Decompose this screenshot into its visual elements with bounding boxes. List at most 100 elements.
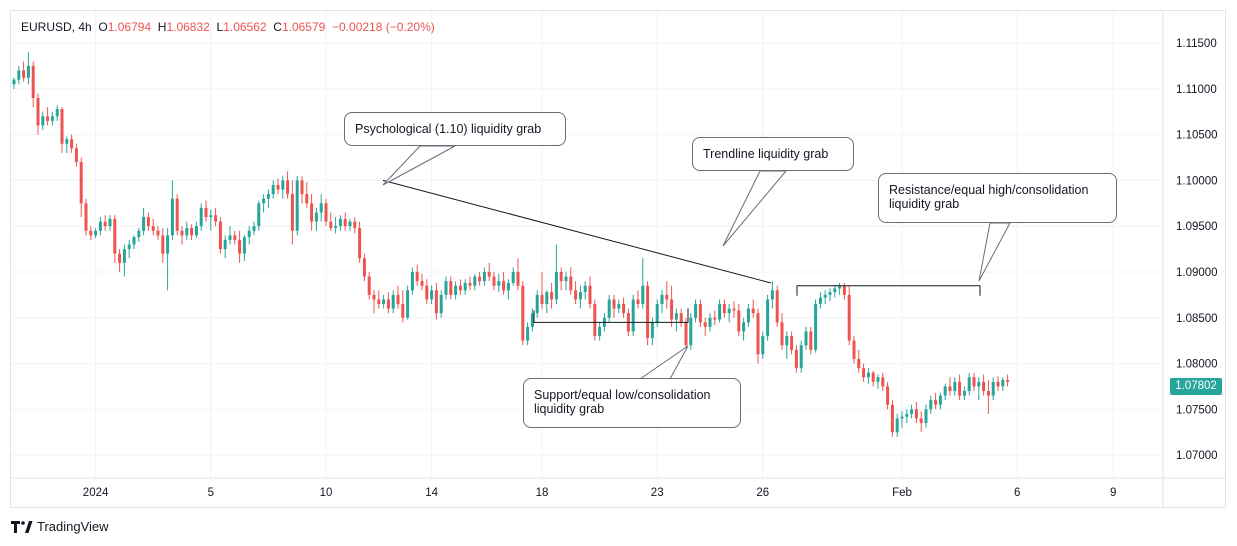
candle-body [684,322,688,346]
tradingview-logo-icon [11,520,33,533]
x-tick-label: 26 [756,487,769,499]
grid-lines [11,11,1226,508]
candle-body [286,180,290,195]
candle-body [535,294,539,314]
candle-body [463,282,467,291]
support-callout-pointer [638,345,689,380]
candle-body [751,308,755,314]
candle-body [146,217,150,227]
time-axis[interactable]: 2024 5 10 14 18 23 26 Feb 6 9 [83,487,1117,499]
y-tick-label: 1.11500 [1176,38,1217,50]
price-axis[interactable]: 1.11500 1.11000 1.10500 1.10000 1.09500 1.090… [1176,38,1218,462]
support-callout[interactable]: Support/equal low/consolidation liquidit… [523,378,741,428]
candle-body [1006,380,1010,382]
candle-body [871,372,875,382]
candle-body [17,70,21,80]
candle-body [790,336,794,350]
candle-body [142,217,146,231]
candle-body [775,290,779,323]
candle-body [823,294,827,298]
trendline-callout-text: Trendline liquidity grab [703,147,829,161]
last-price-tag: 1.07802 [1170,378,1222,395]
candle-body [698,304,702,323]
candle-body [578,292,582,300]
candle-body [588,285,592,305]
resistance-callout-pointer [978,222,1011,282]
resistance-callout-line1: Resistance/equal high/consolidation [889,183,1089,197]
candle-body [660,294,664,305]
candle-body [367,276,371,295]
candle-body [722,304,726,314]
candle-body [895,418,899,433]
candle-body [458,285,462,291]
candle-body [761,336,765,355]
x-tick-label: 10 [320,487,333,499]
candle-body [439,294,443,314]
legend-low-label: L [216,20,224,34]
candle-body [852,340,856,359]
candle-body [113,218,117,254]
candle-body [694,304,698,318]
y-tick-label: 1.07500 [1176,404,1218,416]
candle-body [305,194,309,204]
candle-body [26,65,30,78]
candle-body [886,386,890,405]
candle-body [1001,380,1005,387]
trendline-callout[interactable]: Trendline liquidity grab [692,137,854,171]
candle-body [314,212,318,222]
candle-body [262,198,266,204]
candle-body [343,218,347,227]
candle-body [271,184,275,195]
candle-body [914,409,918,419]
candle-body [934,400,938,405]
y-tick-label: 1.10500 [1176,130,1218,142]
candle-body [612,299,616,309]
candle-body [502,281,506,291]
chart-frame [10,10,1226,508]
candle-body [583,285,587,293]
candle-body [391,294,395,309]
psychological-callout[interactable]: Psychological (1.10) liquidity grab [344,112,566,146]
candle-body [506,282,510,291]
candle-body [415,271,419,282]
candle-body [996,381,1000,387]
candle-body [98,221,102,231]
candle-body [84,203,88,231]
candle-body [454,285,458,295]
support-callout-line1: Support/equal low/consolidation [534,388,711,402]
y-tick-label: 1.09500 [1176,221,1218,233]
brand-logo[interactable]: TradingView [11,519,109,534]
resistance-callout[interactable]: Resistance/equal high/consolidation liqu… [878,173,1117,223]
candle-body [420,281,424,286]
candle-body [430,290,434,300]
legend-separator: , [71,20,79,34]
x-tick-label: 14 [425,487,438,499]
candle-body [905,413,909,417]
candle-body [406,290,410,318]
candle-body [410,271,414,291]
candle-body [425,285,429,300]
candle-body [516,271,520,286]
candle-body [727,308,731,314]
y-tick-label: 1.10000 [1176,175,1218,187]
candle-body [74,148,78,163]
candle-body [497,281,501,286]
candle-body [444,281,448,295]
candle-body [372,294,376,300]
candle-body [862,368,866,378]
candle-body [65,139,69,144]
candle-body [814,304,818,350]
candle-body [31,65,35,98]
candle-body [60,108,64,144]
candle-body [295,180,299,231]
candle-body [492,276,496,286]
legend-change: −0.00218 (−0.20%) [332,20,435,34]
candle-body [156,230,160,236]
candle-body [962,391,966,396]
candle-body [718,304,722,320]
candle-body [487,271,491,277]
candle-body [766,299,770,337]
candle-body [938,395,942,405]
candle-body [881,377,885,387]
